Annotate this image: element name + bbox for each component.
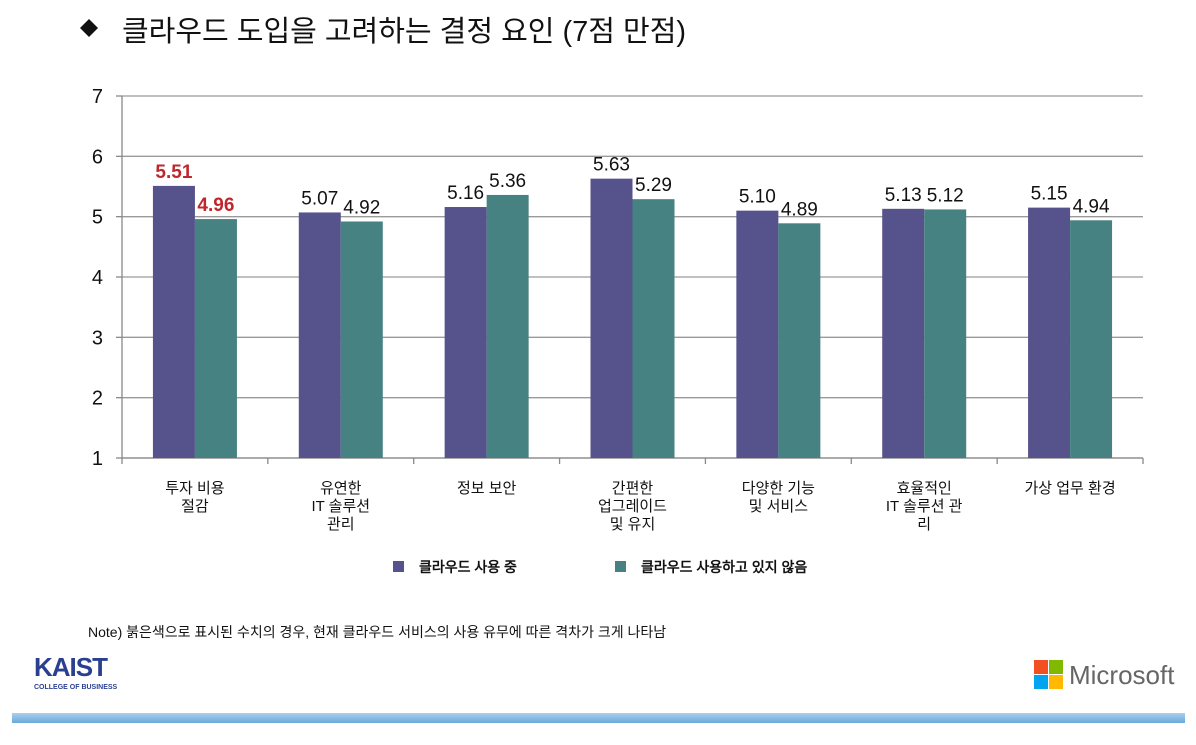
value-label: 5.51 — [155, 162, 192, 183]
x-tick-label: 다양한 기능 및 서비스 — [741, 480, 815, 515]
value-label: 5.15 — [1031, 184, 1068, 205]
legend-label: 클라우드 사용 중 — [419, 559, 517, 575]
value-label: 5.16 — [447, 183, 484, 204]
chart-title: 클라우드 도입을 고려하는 결정 요인 (7점 만점) — [122, 16, 687, 48]
bar — [924, 209, 967, 458]
legend-label: 클라우드 사용하고 있지 않음 — [641, 559, 807, 575]
bar — [340, 221, 383, 458]
bar — [444, 207, 487, 458]
x-tick-label: 효율적인 IT 솔루션 관 리 — [885, 480, 963, 533]
value-label: 5.12 — [927, 185, 964, 206]
brand: Microsoft — [1069, 660, 1175, 690]
value-label: 4.89 — [781, 199, 818, 220]
y-tick-label: 2 — [92, 388, 103, 410]
legend-swatch — [615, 561, 626, 572]
value-label: 5.29 — [635, 175, 672, 196]
bar — [298, 212, 341, 458]
x-tick-label: 정보 보안 — [456, 480, 517, 497]
legend-swatch — [393, 561, 404, 572]
value-label: 5.36 — [489, 171, 526, 192]
value-label: 4.96 — [197, 195, 234, 216]
y-tick-label: 7 — [92, 86, 103, 108]
value-label: 4.94 — [1073, 196, 1110, 217]
logo-subtext: COLLEGE OF BUSINESS — [34, 684, 118, 691]
y-tick-label: 1 — [92, 448, 103, 470]
y-tick-label: 6 — [92, 146, 103, 168]
bar — [1070, 220, 1113, 458]
note: Note) 붉은색으로 표시된 수치의 경우, 현재 클라우드 서비스의 사용 … — [88, 624, 667, 640]
bar — [152, 185, 195, 458]
value-label: 5.10 — [739, 187, 776, 208]
bottom-bar — [12, 713, 1185, 723]
x-tick-label: 간편한 업그레이드 및 유지 — [597, 480, 667, 533]
bar — [194, 219, 237, 458]
x-tick-label: 가상 업무 환경 — [1024, 480, 1116, 497]
bar — [632, 199, 675, 459]
logo: KAIST COLLEGE OF BUSINESS — [34, 654, 117, 691]
y-tick-label: 5 — [92, 207, 103, 229]
value-label: 5.63 — [593, 155, 630, 176]
bar — [1028, 207, 1071, 458]
value-label: 5.07 — [301, 188, 338, 209]
title-bullet — [80, 19, 98, 37]
y-tick-label: 3 — [92, 327, 103, 349]
y-tick-label: 4 — [92, 267, 103, 289]
value-label: 5.13 — [885, 185, 922, 206]
x-tick-label: 투자 비용 절감 — [165, 480, 225, 515]
bar — [736, 210, 779, 458]
microsoft-logo-icon — [1034, 660, 1063, 689]
bar — [486, 194, 529, 459]
value-label: 4.92 — [343, 197, 380, 218]
x-tick-label: 유연한 IT 솔루션 관리 — [311, 480, 371, 533]
bar — [882, 208, 925, 458]
bar — [778, 223, 821, 458]
bar — [590, 178, 633, 458]
logo-text: KAIST — [34, 652, 108, 682]
